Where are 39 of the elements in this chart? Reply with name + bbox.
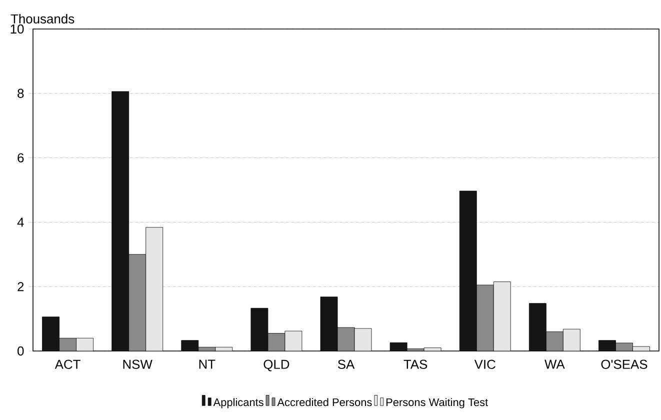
x-tick-label: ACT <box>54 360 80 369</box>
x-tick-label: TAS <box>404 360 428 369</box>
x-tick-label: WA <box>544 360 565 369</box>
y-tick-label: 8 <box>18 88 24 98</box>
x-tick-label: NSW <box>123 360 152 369</box>
bar <box>76 338 94 351</box>
bar <box>284 331 302 351</box>
bar <box>250 308 268 351</box>
y-tick-label: 0 <box>18 346 24 356</box>
x-tick-label: QLD <box>264 360 290 372</box>
bar <box>338 327 355 351</box>
x-tick-label: NT <box>199 360 216 369</box>
bar <box>128 254 146 351</box>
legend-label: Accredited Persons <box>277 398 372 406</box>
y-tick-label: 2 <box>18 282 24 292</box>
bar <box>268 333 285 351</box>
bar <box>112 91 129 351</box>
y-tick-label: 4 <box>17 218 24 227</box>
y-axis-title: Thousands <box>10 14 74 24</box>
bar <box>181 340 198 351</box>
bar <box>146 227 163 351</box>
bar <box>42 316 60 351</box>
bar <box>563 329 580 351</box>
x-tick-label: VIC <box>474 360 496 369</box>
bar <box>598 340 616 351</box>
bar <box>494 282 511 351</box>
bar <box>59 338 76 351</box>
legend-label: Persons Waiting Test <box>386 398 488 408</box>
bar <box>529 303 546 351</box>
bar <box>320 296 338 351</box>
legend-label: Applicants <box>213 398 264 408</box>
x-tick-label: SA <box>338 360 355 369</box>
y-tick-label: 6 <box>18 153 24 162</box>
bar <box>546 332 564 351</box>
bar <box>460 190 477 351</box>
bar <box>476 284 494 351</box>
x-tick-label: O'SEAS <box>601 360 648 369</box>
y-tick-label: 10 <box>10 24 24 34</box>
bar <box>354 328 372 351</box>
